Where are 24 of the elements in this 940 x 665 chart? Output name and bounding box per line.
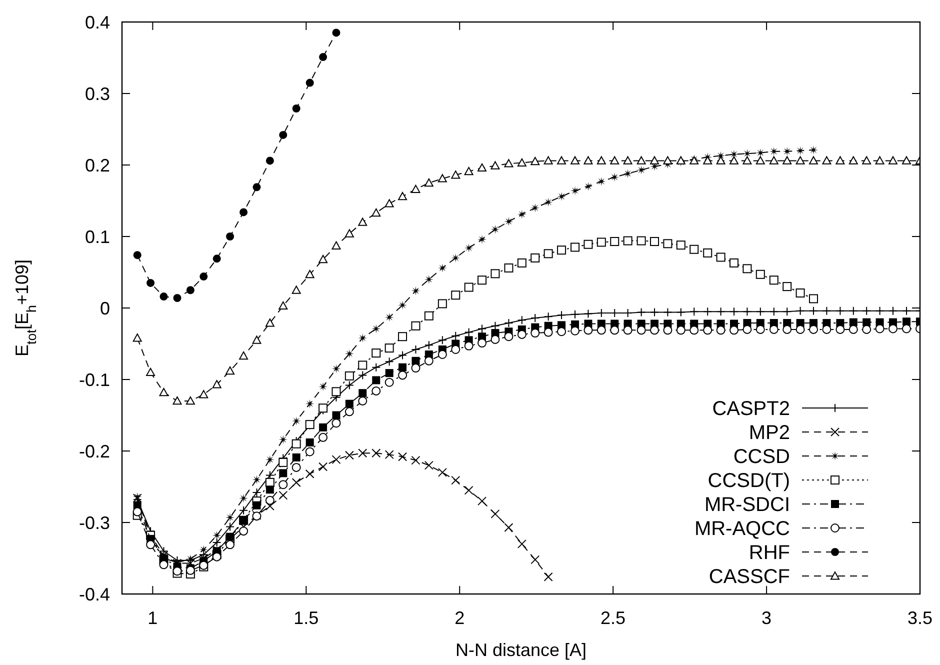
x-axis-title: N-N distance [A] xyxy=(455,640,587,660)
y-tick-label: -0.3 xyxy=(78,512,110,533)
x-tick-label: 3 xyxy=(762,608,772,628)
y-tick-label: 0.2 xyxy=(84,155,110,176)
legend-label: MR-SDCI xyxy=(704,494,790,516)
legend-label: MP2 xyxy=(748,422,790,444)
legend-label: CCSD xyxy=(733,446,790,468)
x-tick-label: 2.5 xyxy=(600,608,626,628)
legend-label: CCSD(T) xyxy=(708,470,790,492)
y-tick-label: 0.1 xyxy=(84,226,110,247)
y-tick-label: -0.1 xyxy=(78,370,110,390)
x-tick-label: 1.5 xyxy=(294,608,319,628)
x-tick-label: 1 xyxy=(148,608,158,628)
y-tick-label: 0 xyxy=(100,298,110,318)
legend-label: CASSCF xyxy=(708,566,790,588)
y-tick-label: -0.4 xyxy=(78,584,110,604)
x-tick-label: 3.5 xyxy=(907,608,933,628)
y-tick-label: 0.4 xyxy=(84,12,110,32)
legend-label: CASPT2 xyxy=(712,398,790,420)
x-tick-label: 2 xyxy=(454,608,465,628)
legend-label: RHF xyxy=(748,542,790,564)
y-tick-label: 0.3 xyxy=(84,84,110,104)
legend-label: MR-AQCC xyxy=(694,518,790,540)
y-tick-label: -0.2 xyxy=(78,441,110,462)
